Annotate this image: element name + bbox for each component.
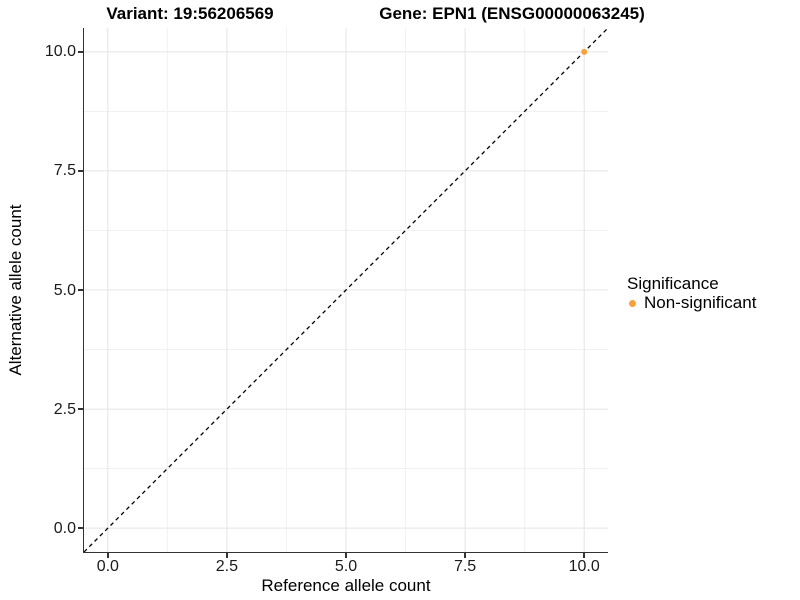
x-tick-mark [583,553,585,558]
legend-entry-label: Non-significant [644,293,757,312]
y-tick-label: 0.0 [53,519,76,537]
x-tick-label: 7.5 [453,558,477,575]
x-tick-label: 5.0 [334,558,358,575]
y-tick-mark [78,170,83,172]
y-tick-label: 10.0 [44,43,76,61]
y-tick-mark [78,408,83,410]
x-axis-title: Reference allele count [261,576,431,595]
plot-title-variant: Variant: 19:56206569 [106,4,274,23]
x-tick-label: 0.0 [96,558,119,575]
y-tick-mark [78,289,83,291]
data-point [581,48,588,55]
x-tick-label: 2.5 [215,558,239,575]
x-tick-mark [107,553,109,558]
legend-title: Significance [627,274,719,293]
x-tick-mark [226,553,228,558]
x-tick-mark [464,553,466,558]
x-tick-mark [345,553,347,558]
legend-entries: Non-significant [627,293,756,313]
legend-entry: Non-significant [627,293,756,313]
plot-canvas [84,28,608,552]
y-tick-label: 7.5 [53,162,76,180]
y-tick-mark [78,51,83,53]
y-tick-mark [78,527,83,529]
identity-line [84,28,608,552]
plot-title-gene: Gene: EPN1 (ENSG00000063245) [379,4,645,23]
plot-panel [83,28,608,553]
y-tick-label: 2.5 [53,400,76,418]
y-tick-label: 5.0 [53,281,76,299]
y-axis-title: Alternative allele count [6,204,25,376]
legend-point-icon [629,299,636,307]
legend: Significance Non-significant [627,274,756,313]
x-tick-label: 10.0 [568,558,600,575]
